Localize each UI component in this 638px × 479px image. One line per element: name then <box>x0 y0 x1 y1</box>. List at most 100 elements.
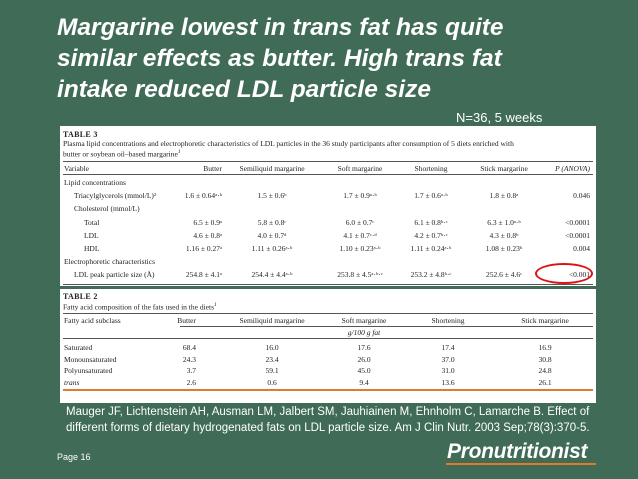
table-3: TABLE 3 Plasma lipid concentrations and … <box>60 126 596 286</box>
t3-cell: 1.7 ± 0.6ᵃ·ᵇ <box>414 191 448 201</box>
t3-cell: 4.6 ± 0.8ᵃ <box>193 230 222 240</box>
t3-row-label: Lipid concentrations <box>64 178 126 187</box>
t3-cell: 1.5 ± 0.6ᵇ <box>257 191 287 201</box>
t2-row-label: Monounsaturated <box>64 354 117 364</box>
t2-unit: g/100 g fat <box>347 328 381 337</box>
table-3-caption: Plasma lipid concentrations and electrop… <box>63 139 514 159</box>
t3-cell: 6.0 ± 0.7ᶜ <box>345 217 375 227</box>
t3-row-label: LDL <box>84 230 99 240</box>
t3-row-label: Cholesterol (mmol/L) <box>74 204 140 214</box>
t3-header-stick: Stick margarine <box>480 164 528 173</box>
table-3-top-rule <box>63 161 593 162</box>
table-2-top-rule <box>63 313 593 314</box>
table-2-unit-rule <box>180 326 593 327</box>
t2-row-label: trans <box>64 377 80 387</box>
t2-cell: 59.1 <box>265 366 279 375</box>
t3-cell: 1.08 ± 0.23ᵇ <box>485 244 523 253</box>
t3-cell: 4.2 ± 0.7ᵇ·ᶜ <box>414 230 448 240</box>
table-2-header-rule <box>63 338 593 339</box>
t2-row-label: Saturated <box>64 343 93 352</box>
t2-cell: 13.6 <box>441 377 455 387</box>
t2-cell: 17.6 <box>357 343 371 352</box>
t3-cell: 1.10 ± 0.23ᵃ·ᵇ <box>339 244 381 253</box>
t2-cell: 37.0 <box>441 354 455 364</box>
t3-cell: 0.004 <box>573 244 590 253</box>
t3-cell: 253.2 ± 4.8ᵇ·ᶜ <box>410 270 452 280</box>
t3-cell: 1.7 ± 0.9ᵃ·ᵇ <box>343 191 377 201</box>
t3-row-label: Electrophoretic characteristics <box>64 257 155 267</box>
t2-cell: 24.3 <box>182 354 196 364</box>
t3-cell: 1.8 ± 0.8ᵃ <box>489 191 519 201</box>
t3-cell: 4.3 ± 0.8ᵇ <box>489 230 519 240</box>
citation: Mauger JF, Lichtenstein AH, Ausman LM, J… <box>66 406 590 434</box>
t2-cell: 24.8 <box>538 366 552 375</box>
t3-cell: 4.0 ± 0.7ᵈ <box>257 230 287 240</box>
t2-cell: 3.7 <box>186 366 196 375</box>
table-2-caption: Fatty acid composition of the fats used … <box>63 302 217 312</box>
t3-cell: 252.6 ± 4.6ᶜ <box>485 270 523 280</box>
t2-cell: 68.4 <box>182 343 196 352</box>
t3-cell: 5.8 ± 0.8ᶜ <box>257 217 287 227</box>
t2-cell: 30.8 <box>538 354 552 364</box>
t3-header-variable: Variable <box>64 164 89 173</box>
t3-cell: 254.4 ± 4.4ᵃ·ᵇ <box>251 270 293 280</box>
pronutritionist-logo: Pronutritionist <box>447 440 588 463</box>
t3-cell: 1.11 ± 0.24ᵃ·ᵇ <box>410 244 452 253</box>
table-3-header-rule <box>63 174 593 175</box>
t2-header-semiliquid: Semiliquid margarine <box>239 316 305 325</box>
t2-cell: 31.0 <box>441 366 455 375</box>
t2-cell: 26.0 <box>357 354 371 364</box>
title-line-3: intake reduced LDL particle size <box>57 76 431 103</box>
t2-cell: 16.0 <box>265 343 279 352</box>
t3-header-butter: Butter <box>203 164 222 173</box>
t3-cell: 1.11 ± 0.26ᵃ·ᵇ <box>251 244 293 253</box>
table-2: TABLE 2 Fatty acid composition of the fa… <box>60 289 596 403</box>
t3-cell: 254.8 ± 4.1ᵃ <box>185 270 222 280</box>
t3-header-shortening: Shortening <box>414 164 448 173</box>
t3-row-label: Triacylglycerols (mmol/L)² <box>74 191 157 201</box>
t2-cell: 0.6 <box>267 377 277 387</box>
table-3-number: TABLE 3 <box>63 130 98 139</box>
t3-row-label: LDL peak particle size (Å) <box>74 270 155 280</box>
page-number: Page 16 <box>57 452 91 462</box>
t3-row-label: HDL <box>84 244 100 253</box>
t3-cell: 1.16 ± 0.27ᵃ <box>185 244 222 253</box>
t3-cell: 6.3 ± 1.0ᵃ·ᵇ <box>487 217 521 227</box>
t2-header-stick: Stick margarine <box>521 316 569 325</box>
t3-cell: <0.0001 <box>565 217 590 227</box>
title-line-2: similar effects as butter. High trans fa… <box>57 45 502 72</box>
t2-cell: 26.1 <box>538 377 552 387</box>
t3-cell: 4.1 ± 0.7ᶜ·ᵈ <box>343 230 377 240</box>
t3-cell: <0.0001 <box>565 230 590 240</box>
t2-header-subclass: Fatty acid subclass <box>64 316 121 325</box>
title-line-1: Margarine lowest in trans fat has quite <box>57 14 504 41</box>
t2-cell: 2.6 <box>186 377 196 387</box>
t3-cell: 6.5 ± 0.9ᵃ <box>193 217 222 227</box>
t2-row-label: Polyunsaturated <box>64 366 113 375</box>
t2-cell: 17.4 <box>441 343 455 352</box>
t3-cell: 0.046 <box>573 191 590 201</box>
t3-header-soft: Soft margarine <box>337 164 383 173</box>
t3-cell: 253.8 ± 4.5ᵃ·ᵇ·ᶜ <box>337 270 383 280</box>
t3-cell: 6.1 ± 0.8ᵇ·ᶜ <box>414 217 448 227</box>
t3-header-semiliquid: Semiliquid margarine <box>239 164 305 173</box>
t2-cell: 23.4 <box>265 354 279 364</box>
tables-image: TABLE 3 Plasma lipid concentrations and … <box>60 126 596 403</box>
logo-underline <box>446 463 596 465</box>
table-2-number: TABLE 2 <box>63 292 98 301</box>
t2-header-butter: Butter <box>177 316 196 325</box>
study-note: N=36, 5 weeks <box>456 110 543 125</box>
t2-cell: 9.4 <box>359 377 369 387</box>
table-separator <box>60 286 596 289</box>
t2-cell: 16.9 <box>538 343 552 352</box>
trans-highlight-line <box>63 389 593 391</box>
t3-header-p: P (ANOVA) <box>555 164 590 173</box>
t3-cell: 1.6 ± 0.64ᵃ·ᵇ <box>184 191 222 201</box>
t3-row-label: Total <box>84 217 100 227</box>
table-3-bottom-rule <box>63 284 593 285</box>
t2-cell: 45.0 <box>357 366 371 375</box>
t2-header-shortening: Shortening <box>431 316 465 325</box>
highlight-ellipse <box>535 263 593 284</box>
t2-header-soft: Soft margarine <box>341 316 387 325</box>
slide-title: Margarine lowest in trans fat has quite … <box>57 12 627 105</box>
